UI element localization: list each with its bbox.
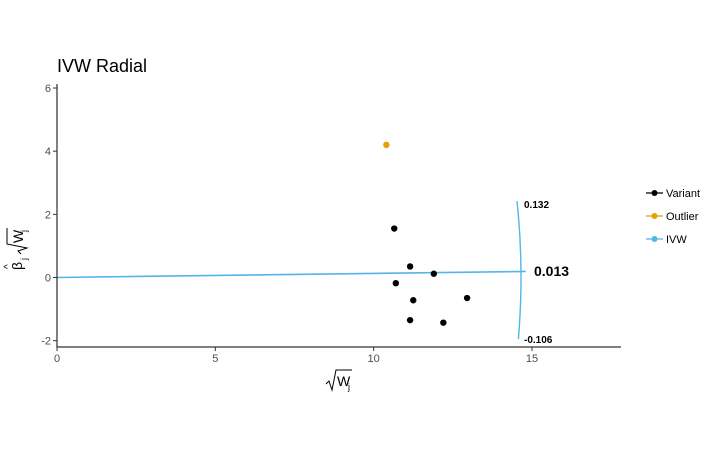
- y-axis-title-radicand-subscript: j: [19, 230, 29, 233]
- plot-area: [56, 141, 526, 340]
- ci-upper-label: 0.132: [524, 200, 549, 211]
- chart-title: IVW Radial: [57, 56, 147, 76]
- variant-point: [406, 316, 414, 324]
- variant-point: [430, 270, 438, 277]
- legend-item-outlier: Outlier: [646, 211, 699, 223]
- y-tick-label: 6: [45, 83, 51, 95]
- ivw-line: [56, 270, 526, 279]
- ci-lower-label: -0.106: [524, 335, 553, 346]
- x-axis-ticks: 0 5 10 15: [54, 347, 538, 365]
- y-axis-title-hat: ^: [3, 264, 14, 269]
- legend-label-outlier: Outlier: [666, 211, 699, 223]
- x-tick-label: 15: [526, 353, 538, 365]
- y-tick-label: 0: [45, 273, 51, 285]
- variant-point: [392, 279, 400, 287]
- legend: Variant Outlier IVW: [646, 188, 700, 246]
- variant-point: [406, 263, 414, 270]
- y-tick-label: 4: [45, 146, 51, 158]
- x-tick-label: 10: [368, 353, 380, 365]
- legend-marker-ivw: [651, 236, 658, 242]
- x-tick-label: 5: [212, 353, 218, 365]
- x-axis-title-symbol: W: [337, 373, 351, 389]
- y-tick-label: -2: [41, 336, 51, 348]
- y-axis-ticks: -2 0 2 4 6: [41, 83, 57, 348]
- variant-point: [440, 319, 447, 326]
- y-axis-title-radicand: W: [10, 229, 26, 243]
- variant-point: [410, 297, 417, 304]
- variant-point: [463, 294, 471, 302]
- legend-item-variant: Variant: [646, 188, 700, 200]
- y-tick-label: 2: [45, 209, 51, 221]
- ci-arc: [516, 200, 522, 340]
- x-axis-title-subscript: j: [347, 382, 350, 392]
- legend-marker-outlier: [651, 213, 658, 219]
- ci-center-label: 0.013: [534, 263, 569, 279]
- x-axis-title: W j: [325, 369, 352, 392]
- y-axis-title: β ^ j W j: [3, 228, 29, 270]
- x-tick-label: 0: [54, 353, 60, 365]
- outlier-point: [383, 141, 390, 149]
- legend-item-ivw: IVW: [646, 234, 687, 246]
- legend-label-variant: Variant: [666, 188, 700, 200]
- legend-marker-variant: [651, 190, 658, 196]
- y-axis-title-subscript: j: [19, 258, 29, 261]
- variant-point: [391, 225, 398, 232]
- legend-label-ivw: IVW: [666, 234, 687, 246]
- y-axis-title-beta: β: [9, 262, 25, 270]
